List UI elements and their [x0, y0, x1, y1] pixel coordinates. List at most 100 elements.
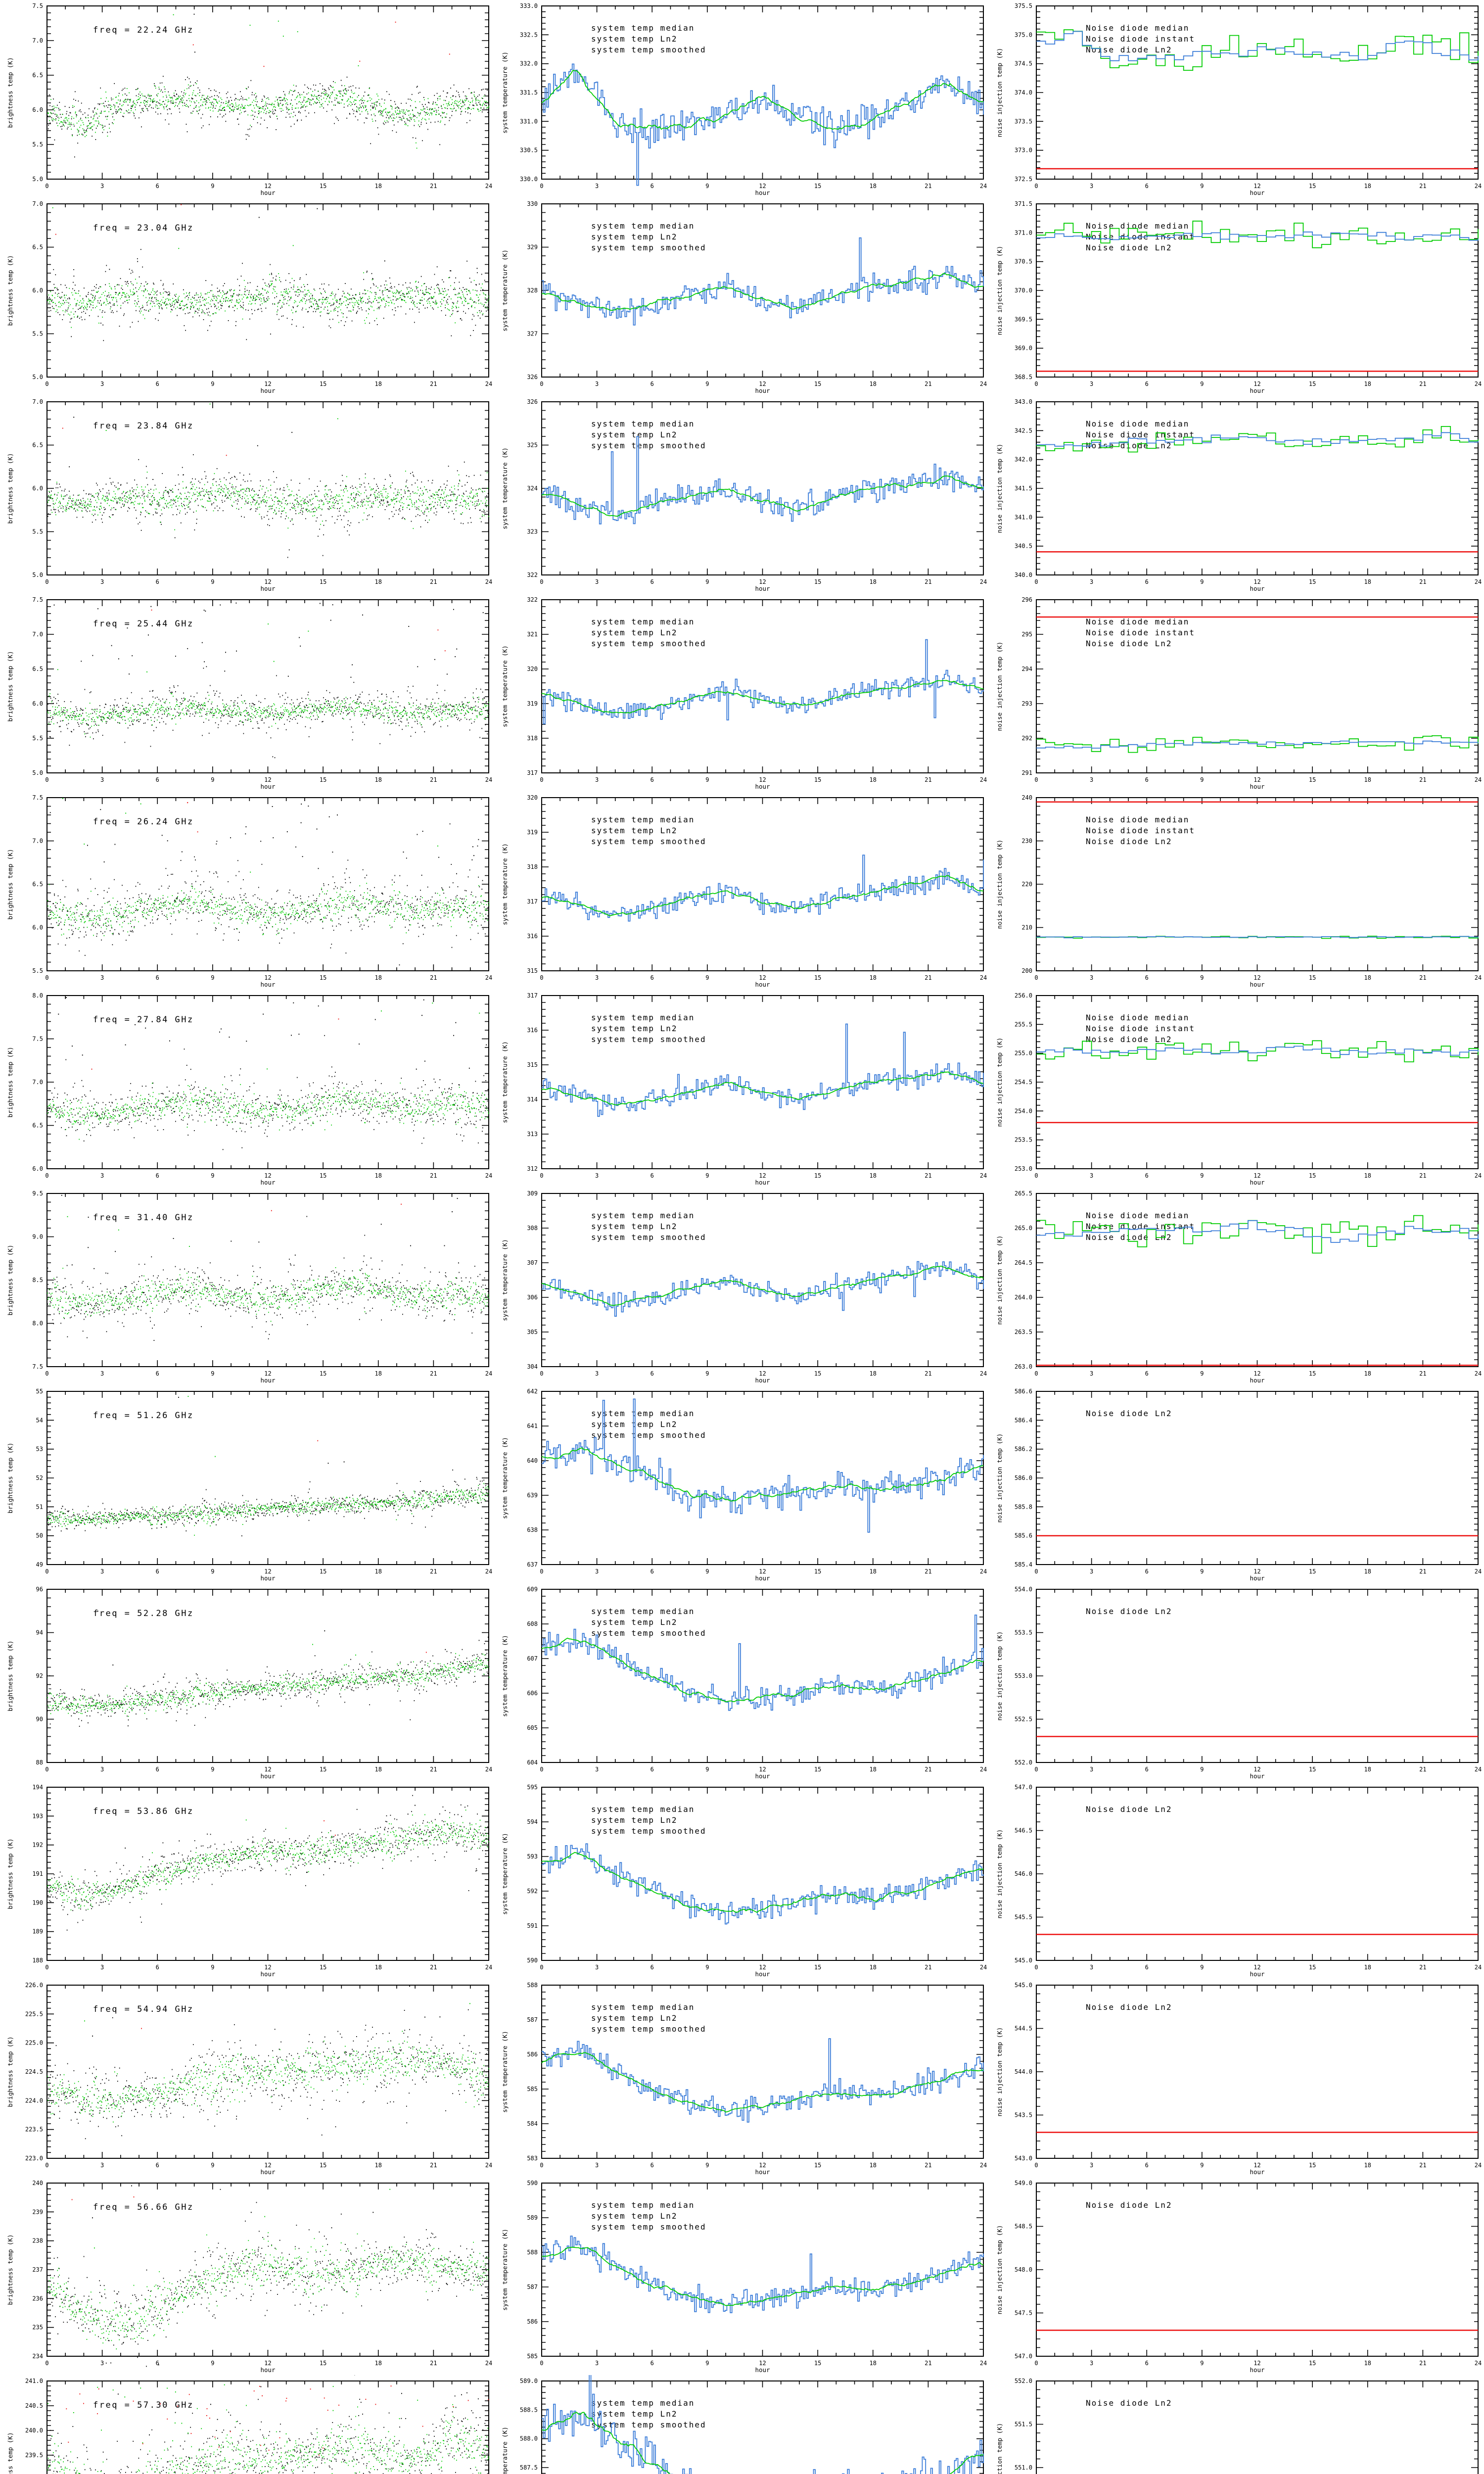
y-tick-label: 254.5 — [1015, 1079, 1032, 1086]
y-tick-label: 265.5 — [1015, 1190, 1032, 1197]
x-tick-label: 24 — [980, 2162, 987, 2169]
outlier-dots-red — [187, 802, 198, 833]
x-tick-label: 6 — [1145, 2162, 1149, 2169]
series-median — [542, 2236, 984, 2313]
y-tick-label: 585.6 — [1015, 1532, 1032, 1539]
y-tick-label: 88 — [36, 1759, 43, 1766]
y-tick-label: 254.0 — [1015, 1107, 1032, 1114]
series-median — [1036, 231, 1479, 241]
plot-row-6: 0 3 6 9 12 15 18 21 24 6.0 6.5 7.0 7.5 8.0 hour brightn… — [0, 990, 1484, 1188]
x-tick-label: 21 — [925, 578, 931, 585]
x-axis-label: hour — [1250, 783, 1265, 790]
x-tick-label: 15 — [814, 1964, 821, 1971]
y-tick-label: 319 — [527, 700, 538, 707]
y-axis-label: brightness temp (K) — [6, 651, 14, 722]
x-tick-label: 0 — [540, 1172, 543, 1179]
x-tick-label: 12 — [759, 1172, 766, 1179]
y-tick-label: 194 — [32, 1784, 43, 1791]
y-tick-label: 6.5 — [32, 72, 43, 79]
y-tick-label: 584 — [527, 2120, 538, 2127]
x-tick-label: 12 — [264, 1370, 271, 1377]
x-tick-label: 6 — [1145, 1172, 1149, 1179]
chart-svg: 0 3 6 9 12 15 18 21 24 315 316 317 318 319 320 hour syst… — [495, 792, 989, 990]
y-axis-label: system temperature (K) — [501, 645, 509, 727]
x-tick-label: 9 — [1200, 1964, 1204, 1971]
x-tick-label: 9 — [1200, 381, 1204, 387]
x-tick-label: 18 — [1364, 1766, 1371, 1773]
outlier-dots-green — [187, 1396, 216, 1457]
y-tick-label: 305 — [527, 1329, 538, 1335]
x-tick-label: 0 — [45, 1370, 48, 1377]
outlier-dots-green — [47, 2384, 489, 2458]
y-tick-label: 52 — [36, 1475, 43, 1481]
x-axis-label: hour — [260, 2366, 276, 2374]
x-axis-label: hour — [260, 189, 276, 196]
outlier-dots-black — [47, 1198, 489, 1269]
plot-noise-row11: 0 3 6 9 12 15 18 21 24 543.0 543.5 544.0 544.5 545.0 h… — [989, 1979, 1484, 2177]
x-tick-label: 21 — [1419, 974, 1426, 981]
y-tick-label: 587.5 — [520, 2464, 538, 2471]
x-tick-label: 15 — [320, 1370, 326, 1377]
x-tick-label: 9 — [211, 381, 214, 387]
y-tick-label: 6.5 — [32, 442, 43, 449]
x-axis-label: hour — [755, 585, 770, 592]
x-tick-label: 21 — [430, 1370, 437, 1377]
chart-svg: 0 3 6 9 12 15 18 21 24 322 323 324 325 326 hour system … — [495, 396, 989, 594]
x-tick-label: 15 — [320, 776, 326, 783]
x-tick-label: 6 — [156, 974, 159, 981]
y-tick-label: 586.2 — [1015, 1446, 1032, 1453]
x-tick-label: 18 — [375, 381, 382, 387]
x-tick-label: 15 — [1309, 776, 1316, 783]
chart-svg: 0 3 6 9 12 15 18 21 24 312 313 314 315 316 317 hour syst… — [495, 990, 989, 1188]
chart-svg: 0 3 6 9 12 15 18 21 24 291 292 293 294 295 296 hour nois… — [989, 594, 1484, 792]
x-tick-label: 6 — [650, 776, 654, 783]
chart-svg: 0 3 6 9 12 15 18 21 24 590 591 592 593 594 595 hour syst… — [495, 1781, 989, 1979]
x-tick-label: 21 — [925, 381, 931, 387]
x-tick-label: 24 — [485, 1568, 492, 1575]
y-tick-label: 7.5 — [32, 1363, 43, 1370]
y-axis-label: system temperature (K) — [501, 447, 509, 529]
outlier-dots-green — [62, 798, 438, 873]
plot-noise-row7: 0 3 6 9 12 15 18 21 24 263.0 263.5 264.0 264.5 265.0 2… — [989, 1188, 1484, 1385]
y-tick-label: 330.5 — [520, 147, 538, 154]
plot-row-12: 0 3 6 9 12 15 18 21 24 234 235 236 237 238 239 240 hour b… — [0, 2177, 1484, 2386]
y-tick-label: 239.5 — [25, 2452, 43, 2459]
x-tick-label: 6 — [650, 1172, 654, 1179]
x-tick-label: 21 — [430, 1964, 437, 1971]
chart-svg: 03691215182124237.5238.0238.5239.0239.52… — [0, 2365, 495, 2474]
y-tick-label: 590 — [527, 2180, 538, 2187]
plot-tb-row5: 0 3 6 9 12 15 18 21 24 5.5 6.0 6.5 7.0 7.5 hour brightn… — [0, 792, 495, 990]
x-tick-label: 6 — [650, 183, 654, 190]
legend-entry: system temp Ln2 — [591, 2409, 678, 2419]
x-tick-label: 12 — [759, 974, 766, 981]
x-tick-label: 15 — [1309, 1568, 1316, 1575]
outlier-dots-red — [62, 428, 227, 456]
chart-svg: 0 3 6 9 12 15 18 21 24 7.5 8.0 8.5 9.0 9.5 hour brightn… — [0, 1188, 495, 1385]
scatter-black — [47, 1636, 490, 1727]
plot-noise-row12: 0 3 6 9 12 15 18 21 24 547.0 547.5 548.0 548.5 549.0 h… — [989, 2177, 1484, 2375]
x-tick-label: 12 — [759, 1766, 766, 1773]
y-tick-label: 369.5 — [1015, 316, 1032, 323]
legend-entry: system temp Ln2 — [591, 1222, 678, 1231]
series-median — [542, 1261, 984, 1317]
y-tick-label: 585 — [527, 2086, 538, 2093]
legend-entry: system temp median — [591, 1211, 695, 1220]
x-tick-label: 3 — [100, 183, 104, 190]
legend-entry: Noise diode median — [1086, 815, 1189, 824]
legend-entry: system temp Ln2 — [591, 826, 678, 835]
plot-row-5: 0 3 6 9 12 15 18 21 24 5.5 6.0 6.5 7.0 7.5 hour brightn… — [0, 792, 1484, 990]
x-tick-label: 18 — [375, 1766, 382, 1773]
chart-svg: 0 3 6 9 12 15 18 21 24 88 90 92 94 96 hour brightness t… — [0, 1583, 495, 1781]
chart-svg: 0 3 6 9 12 15 18 21 24 5.0 5.5 6.0 6.5 7.0 7.5 hour brig… — [0, 0, 495, 198]
x-tick-label: 21 — [925, 183, 931, 190]
series-smoothed — [541, 1852, 984, 1913]
x-tick-label: 3 — [595, 381, 599, 387]
scatter-green — [47, 693, 489, 738]
x-axis-label: hour — [1250, 189, 1265, 196]
y-tick-label: 340.5 — [1015, 543, 1032, 550]
x-tick-label: 9 — [705, 974, 709, 981]
series-instant — [1036, 1040, 1479, 1062]
series-median — [1036, 936, 1479, 939]
y-tick-label: 586.0 — [1015, 1475, 1032, 1481]
x-tick-label: 0 — [540, 1766, 543, 1773]
